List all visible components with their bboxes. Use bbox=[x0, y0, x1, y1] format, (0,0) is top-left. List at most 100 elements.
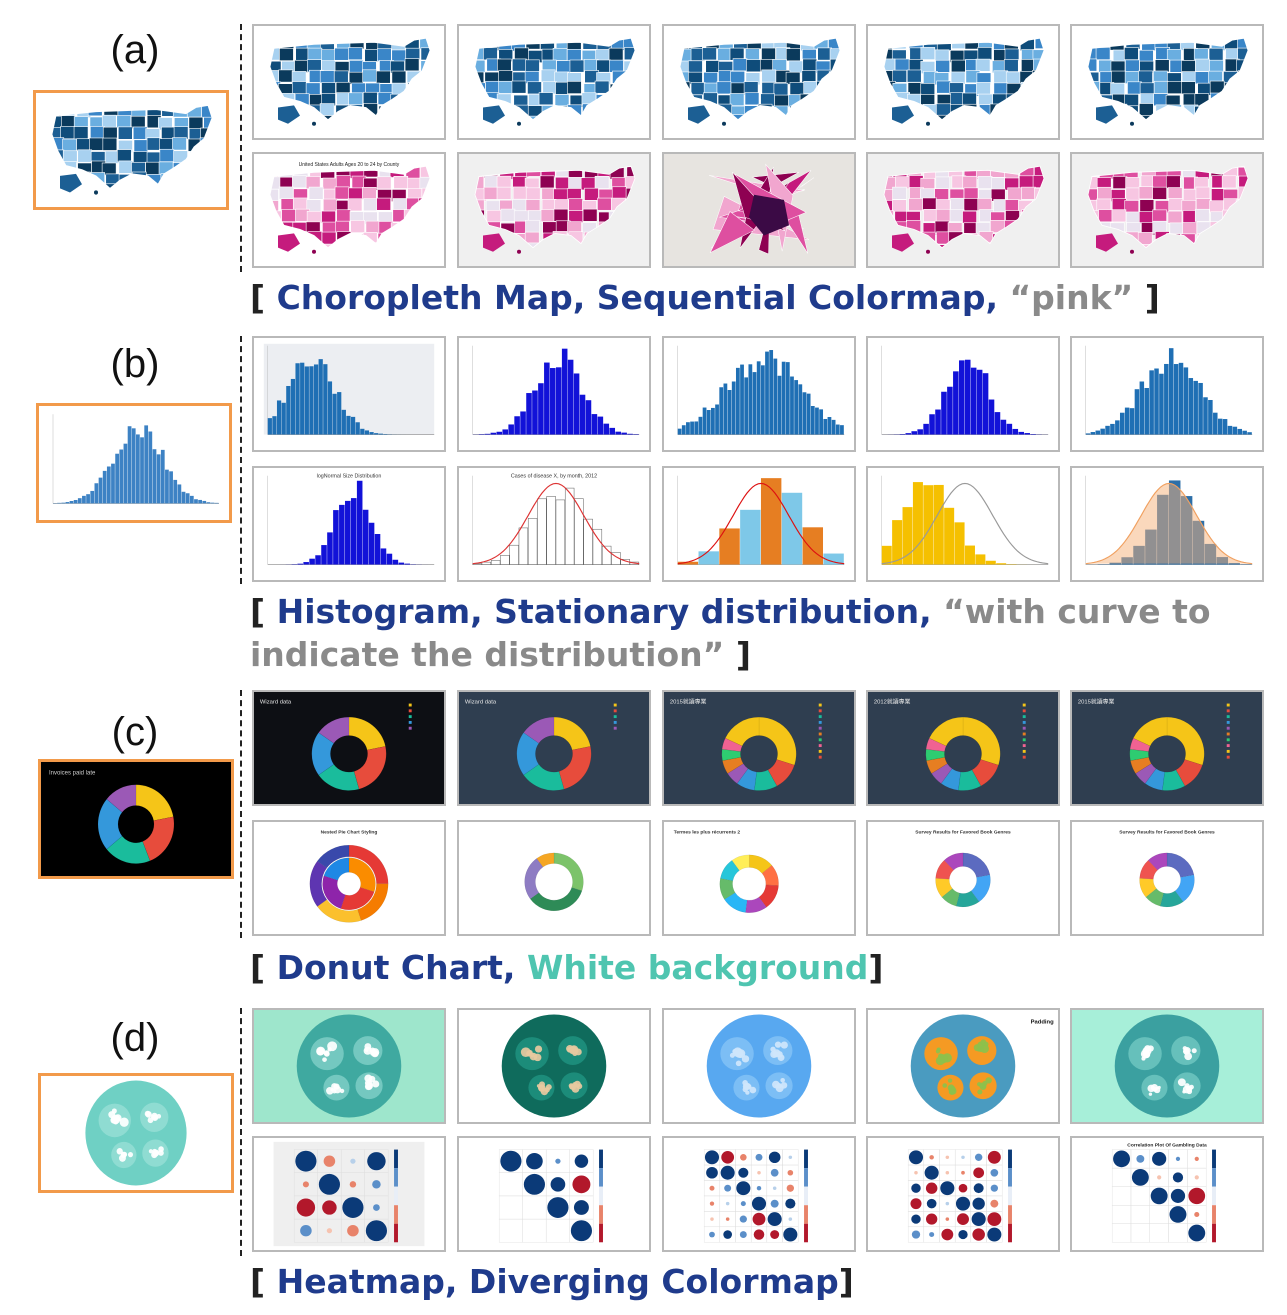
map-region bbox=[391, 70, 407, 84]
result-thumbnail-histogram[interactable] bbox=[1070, 336, 1264, 452]
query-image[interactable] bbox=[36, 403, 232, 523]
histogram-bar bbox=[526, 393, 532, 435]
result-thumbnail-map[interactable] bbox=[457, 152, 651, 268]
donut-slice bbox=[558, 746, 592, 790]
histogram-bar bbox=[827, 417, 832, 435]
histogram-bar bbox=[1105, 425, 1110, 435]
donut-slice bbox=[1144, 768, 1165, 791]
colorbar-segment bbox=[804, 1168, 808, 1187]
histogram-bar bbox=[345, 500, 351, 565]
histogram-bar bbox=[677, 561, 699, 565]
result-thumbnail-histogram[interactable]: Cases of disease X, by month, 2012 bbox=[457, 466, 651, 582]
histogram-bar bbox=[169, 471, 173, 504]
histogram-bar bbox=[550, 368, 556, 435]
map-region bbox=[761, 47, 776, 61]
pack-leaf-circle bbox=[111, 1108, 117, 1114]
result-thumbnail-map[interactable] bbox=[662, 24, 856, 140]
result-thumbnail-histogram[interactable] bbox=[866, 336, 1060, 452]
histogram-bar bbox=[1188, 378, 1194, 435]
result-thumbnail-heatmap[interactable] bbox=[252, 1136, 446, 1252]
heatmap-dot bbox=[721, 1151, 735, 1164]
colorbar-segment bbox=[1212, 1186, 1216, 1206]
heatmap-dot bbox=[753, 1229, 765, 1240]
query-image[interactable] bbox=[38, 1073, 234, 1193]
histogram-bar bbox=[1203, 397, 1208, 435]
result-thumbnail-map[interactable] bbox=[866, 152, 1060, 268]
result-thumbnail-donut[interactable] bbox=[457, 820, 651, 936]
pack-leaf-circle bbox=[977, 1089, 983, 1095]
histogram-bar bbox=[1247, 432, 1252, 435]
pack-leaf-circle bbox=[1182, 1046, 1188, 1051]
heatmap-dot bbox=[738, 1167, 749, 1178]
colorbar-segment bbox=[599, 1205, 603, 1224]
result-thumbnail-donut[interactable]: 2015就讀專業 bbox=[662, 690, 856, 806]
result-thumbnail-pack[interactable] bbox=[662, 1008, 856, 1124]
result-thumbnail-donut[interactable]: Nested Pie Chart Styling bbox=[252, 820, 446, 936]
histogram-bar bbox=[677, 428, 682, 435]
map-region bbox=[89, 137, 104, 151]
histogram-bar bbox=[73, 499, 78, 504]
result-thumbnail-heatmap[interactable] bbox=[866, 1136, 1060, 1252]
map-region bbox=[117, 149, 132, 163]
histogram-bar bbox=[1168, 348, 1174, 435]
map-region bbox=[582, 208, 598, 222]
heatmap-dot bbox=[1131, 1169, 1149, 1186]
heatmap-dot bbox=[990, 1184, 998, 1192]
map-region bbox=[1004, 199, 1020, 213]
pack-leaf-circle bbox=[116, 1147, 123, 1155]
map-region bbox=[305, 82, 321, 96]
map-region bbox=[802, 58, 818, 72]
result-thumbnail-heatmap[interactable]: Correlation Plot Of Gambling Data bbox=[1070, 1136, 1264, 1252]
histogram-bar bbox=[982, 373, 989, 435]
query-image[interactable]: Invoices paid late bbox=[38, 759, 234, 879]
pack-leaf-circle bbox=[770, 1050, 778, 1059]
chart-title: 2012就讀專業 bbox=[874, 698, 911, 706]
alaska-shape bbox=[278, 105, 300, 124]
result-thumbnail-histogram[interactable] bbox=[662, 336, 856, 452]
donut-slice bbox=[318, 716, 350, 744]
map-region bbox=[525, 199, 541, 213]
histogram-bar bbox=[532, 390, 538, 435]
result-thumbnail-histogram[interactable] bbox=[457, 336, 651, 452]
result-thumbnail-histogram[interactable] bbox=[866, 466, 1060, 582]
result-thumbnail-donut[interactable]: Termes les plus récurrents 2 bbox=[662, 820, 856, 936]
result-thumbnail-donut[interactable]: Wizard data bbox=[252, 690, 446, 806]
result-thumbnail-map[interactable] bbox=[1070, 152, 1264, 268]
result-thumbnail-map[interactable] bbox=[252, 24, 446, 140]
result-thumbnail-pack[interactable] bbox=[1070, 1008, 1264, 1124]
result-thumbnail-donut[interactable]: 2012就讀專業 bbox=[866, 690, 1060, 806]
map-region bbox=[892, 69, 907, 83]
result-thumbnail-pack[interactable] bbox=[457, 1008, 651, 1124]
histogram-bar bbox=[98, 477, 103, 504]
map-region bbox=[62, 138, 77, 152]
result-thumbnail-histogram[interactable] bbox=[662, 466, 856, 582]
result-thumbnail-map[interactable] bbox=[457, 24, 651, 140]
map-region bbox=[1005, 71, 1021, 85]
result-thumbnail-donut[interactable]: Survey Results for Favored Book Genres bbox=[1070, 820, 1264, 936]
result-thumbnail-map[interactable] bbox=[866, 24, 1060, 140]
histogram-bar bbox=[555, 367, 562, 435]
result-thumbnail-donut[interactable]: Survey Results for Favored Book Genres bbox=[866, 820, 1060, 936]
result-thumbnail-donut[interactable]: 2015就讀專業 bbox=[1070, 690, 1264, 806]
result-thumbnail-histogram[interactable] bbox=[252, 336, 446, 452]
query-image[interactable] bbox=[33, 90, 229, 210]
result-thumbnail-heatmap[interactable] bbox=[662, 1136, 856, 1252]
result-thumbnail-map[interactable] bbox=[662, 152, 856, 268]
map-region bbox=[172, 137, 187, 151]
result-thumbnail-heatmap[interactable] bbox=[457, 1136, 651, 1252]
result-thumbnail-map[interactable]: United States Adults Ages 20 to 24 by Co… bbox=[252, 152, 446, 268]
heatmap-dot bbox=[295, 1150, 317, 1172]
map-region bbox=[1181, 60, 1196, 73]
histogram-bar bbox=[592, 528, 603, 565]
heatmap-dot bbox=[318, 1173, 340, 1195]
result-thumbnail-pack[interactable]: Padding bbox=[866, 1008, 1060, 1124]
result-thumbnail-histogram[interactable]: logNormal Size Distribution bbox=[252, 466, 446, 582]
result-thumbnail-donut[interactable]: Wizard data bbox=[457, 690, 651, 806]
map-region bbox=[1168, 198, 1184, 211]
result-thumbnail-pack[interactable] bbox=[252, 1008, 446, 1124]
plot-background bbox=[459, 822, 649, 934]
result-thumbnail-map[interactable] bbox=[1070, 24, 1264, 140]
result-thumbnail-histogram[interactable] bbox=[1070, 466, 1264, 582]
histogram-bar bbox=[148, 431, 153, 504]
histogram-bar bbox=[106, 466, 111, 504]
